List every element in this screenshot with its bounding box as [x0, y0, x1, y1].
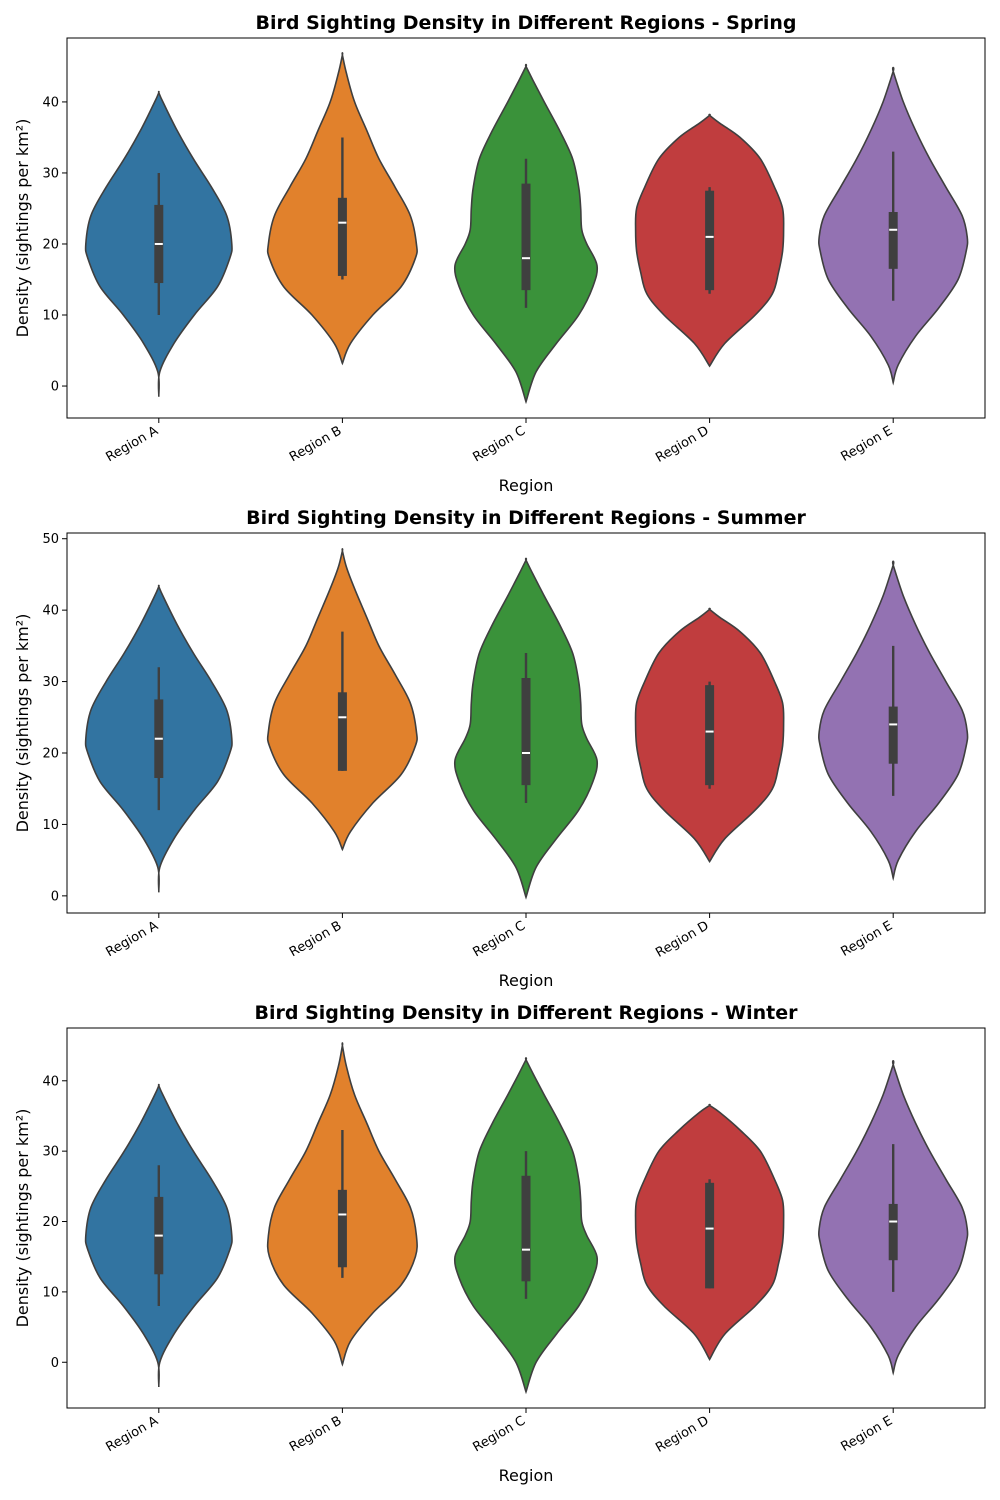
y-tick-label: 10: [42, 818, 59, 833]
iqr-box: [337, 1189, 347, 1268]
y-tick-label: 30: [42, 675, 59, 690]
iqr-box: [888, 1203, 898, 1261]
chart-panel-3: Bird Sighting Density in Different Regio…: [13, 1002, 986, 1485]
iqr-box: [705, 685, 715, 786]
y-tick-label: 0: [51, 1356, 59, 1371]
y-tick-label: 30: [42, 166, 59, 181]
y-tick-label: 10: [42, 1285, 59, 1300]
iqr-box: [705, 190, 715, 291]
x-tick-label: Region C: [471, 1413, 528, 1455]
x-tick-label: Region C: [471, 423, 528, 465]
y-tick-label: 10: [42, 309, 59, 324]
x-tick-label: Region D: [653, 918, 711, 960]
x-axis-label: Region: [499, 971, 554, 990]
x-tick-label: Region B: [287, 423, 344, 465]
y-axis-label: Density (sightings per km²): [13, 614, 32, 833]
y-tick-label: 20: [42, 237, 59, 252]
iqr-box: [521, 678, 531, 786]
x-tick-label: Region B: [287, 1413, 344, 1455]
y-tick-label: 40: [42, 1074, 59, 1089]
x-tick-label: Region E: [838, 423, 895, 464]
chart-title: Bird Sighting Density in Different Regio…: [246, 507, 806, 529]
x-axis-label: Region: [499, 1466, 554, 1485]
y-tick-label: 30: [42, 1145, 59, 1160]
x-tick-label: Region B: [287, 918, 344, 960]
y-tick-label: 0: [51, 380, 59, 395]
iqr-box: [521, 183, 531, 291]
x-tick-label: Region E: [838, 918, 895, 959]
y-tick-label: 40: [42, 95, 59, 110]
y-tick-label: 50: [42, 532, 59, 547]
x-tick-label: Region C: [471, 918, 528, 960]
iqr-box: [337, 692, 347, 771]
x-tick-label: Region A: [103, 1413, 160, 1455]
y-tick-label: 20: [42, 747, 59, 762]
y-axis-label: Density (sightings per km²): [13, 1109, 32, 1328]
iqr-box: [888, 212, 898, 269]
chart-title: Bird Sighting Density in Different Regio…: [256, 12, 797, 34]
chart-panel-2: Bird Sighting Density in Different Regio…: [13, 507, 986, 990]
x-tick-label: Region A: [103, 423, 160, 465]
x-tick-label: Region D: [653, 423, 711, 465]
y-axis-label: Density (sightings per km²): [13, 119, 32, 338]
y-tick-label: 0: [51, 889, 59, 904]
x-axis-label: Region: [499, 476, 554, 495]
x-tick-label: Region D: [653, 1413, 711, 1455]
x-tick-label: Region A: [103, 918, 160, 960]
chart-panel-1: Bird Sighting Density in Different Regio…: [13, 12, 986, 495]
iqr-box: [337, 197, 347, 276]
y-tick-label: 40: [42, 604, 59, 619]
iqr-box: [888, 706, 898, 764]
iqr-box: [705, 1182, 715, 1289]
x-tick-label: Region E: [838, 1413, 895, 1454]
iqr-box: [521, 1175, 531, 1282]
chart-title: Bird Sighting Density in Different Regio…: [255, 1002, 799, 1024]
y-tick-label: 20: [42, 1215, 59, 1230]
